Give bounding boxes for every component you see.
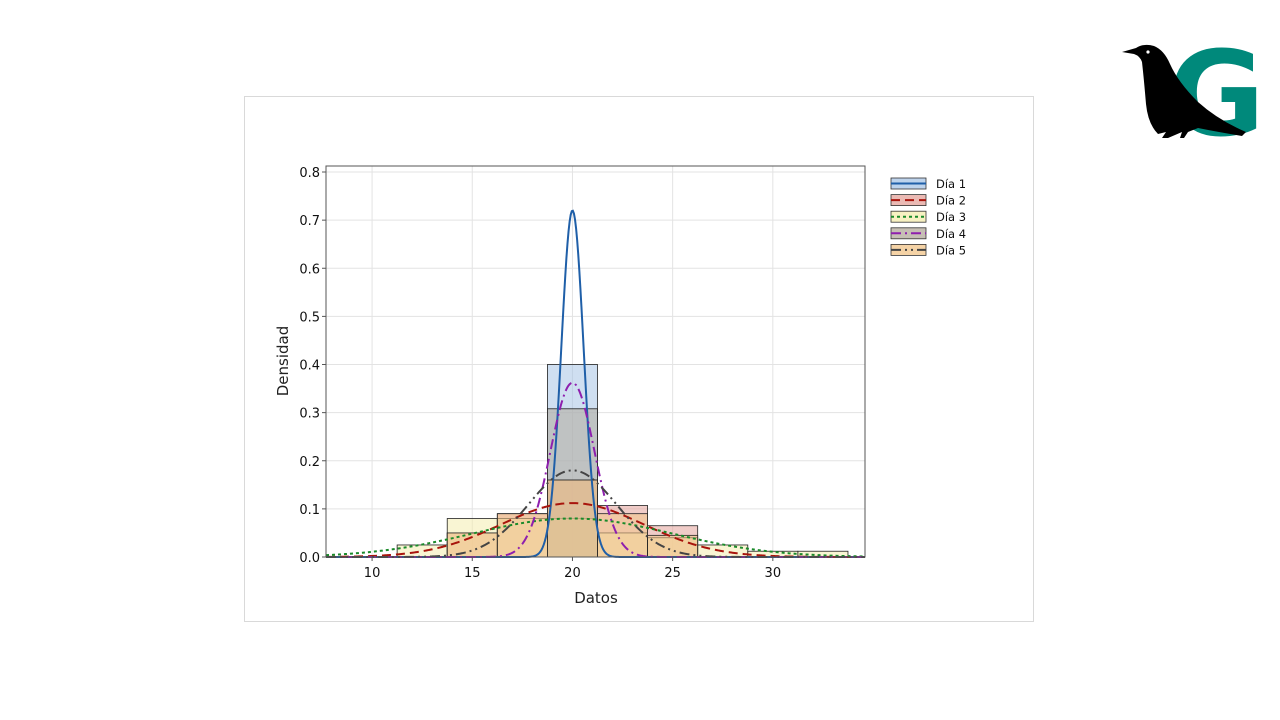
bar-series-5	[547, 479, 598, 558]
x-tick-label: 20	[564, 566, 581, 581]
y-tick-label: 0.3	[299, 407, 320, 422]
y-tick-label: 0.1	[299, 503, 320, 518]
y-tick-label: 0.7	[299, 214, 320, 229]
legend-label-2: Día 2	[936, 194, 966, 208]
crow-eye	[1146, 50, 1150, 54]
density-curve-series-2	[325, 502, 865, 558]
x-axis: 10 15 20 25 30	[364, 557, 781, 581]
x-tick-label: 30	[765, 566, 782, 581]
y-tick-label: 0.2	[299, 455, 320, 470]
crow-silhouette	[1122, 44, 1246, 138]
y-tick-label: 0.8	[299, 166, 320, 181]
legend-swatch-3	[890, 210, 927, 223]
y-tick-label: 0.0	[299, 551, 320, 566]
legend-label-3: Día 3	[936, 210, 966, 224]
x-tick-label: 25	[664, 566, 681, 581]
legend-label-4: Día 4	[936, 227, 966, 241]
y-tick-label: 0.6	[299, 262, 320, 277]
legend-label-5: Día 5	[936, 243, 966, 257]
plot-area-border	[325, 165, 866, 558]
crow-g-logo: G	[1122, 40, 1264, 140]
y-axis-label: Densidad	[274, 326, 292, 397]
density-curve-series-3	[325, 517, 866, 558]
y-tick-label: 0.4	[299, 359, 320, 374]
x-axis-label: Datos	[574, 589, 618, 607]
x-tick-label: 10	[364, 566, 381, 581]
x-tick-label: 15	[464, 566, 481, 581]
y-tick-label: 0.5	[299, 310, 320, 325]
histogram-bars	[396, 364, 849, 558]
legend-label-1: Día 1	[936, 177, 966, 191]
legend: Día 1 Día 2 Día 3 Día 4 Día 5	[890, 177, 966, 257]
y-axis: 0.0 0.1 0.2 0.3 0.4 0.5 0.6 0.7 0.8	[299, 166, 326, 566]
bar-series-5	[647, 534, 699, 558]
